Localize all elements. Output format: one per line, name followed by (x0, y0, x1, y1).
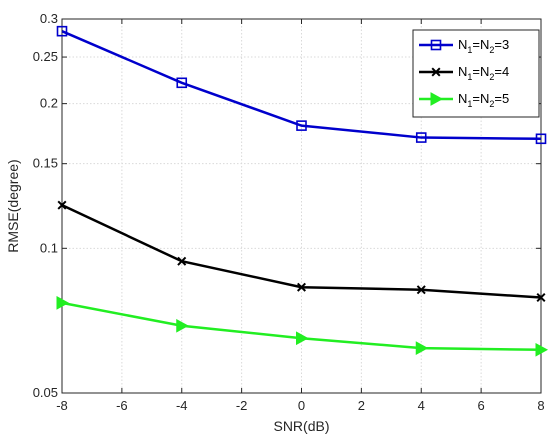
x-tick-label: -6 (116, 398, 128, 413)
legend-label: N1=N2=3 (458, 37, 509, 55)
x-tick-label: -8 (56, 398, 68, 413)
x-axis: -8 -6 -4 -2 0 2 4 6 8 (56, 19, 545, 413)
y-tick-label: 0.2 (40, 96, 58, 111)
data-point (176, 318, 189, 333)
data-point (296, 282, 307, 292)
data-point (57, 200, 67, 210)
data-point (296, 331, 309, 346)
y-axis: 0.05 0.1 0.15 0.2 0.25 0.3 (33, 11, 541, 400)
x-axis-label: SNR(dB) (273, 418, 329, 434)
data-point (535, 342, 549, 357)
legend-item: N1=N2=3 (419, 37, 509, 55)
legend: N1=N2=3 N1=N2=4 N1=N2=5 (412, 29, 540, 118)
data-point (177, 256, 187, 266)
data-point (536, 293, 546, 303)
x-tick-label: 6 (478, 398, 485, 413)
data-point (176, 77, 188, 89)
data-point (430, 92, 444, 106)
data-point (431, 67, 441, 77)
y-tick-label: 0.15 (33, 156, 58, 171)
y-tick-label: 0.3 (40, 11, 58, 26)
series-group (56, 25, 549, 357)
y-tick-label: 0.25 (33, 49, 58, 64)
data-point (415, 132, 427, 143)
legend-item: N1=N2=4 (419, 64, 509, 82)
series-1 (56, 25, 547, 145)
legend-item: N1=N2=5 (419, 91, 509, 109)
data-point (296, 120, 307, 131)
legend-label: N1=N2=4 (458, 64, 509, 82)
data-point (416, 285, 426, 295)
legend-label: N1=N2=5 (458, 91, 509, 109)
x-tick-label: 4 (418, 398, 425, 413)
data-point (535, 133, 547, 145)
data-point (56, 296, 70, 310)
y-tick-label: 0.1 (40, 240, 58, 255)
x-tick-label: 8 (537, 398, 544, 413)
series-3 (56, 296, 549, 357)
data-point (56, 25, 68, 37)
series-line (61, 30, 542, 141)
x-tick-label: -4 (176, 398, 188, 413)
y-axis-label: RMSE(degree) (5, 159, 21, 252)
x-tick-label: 2 (358, 398, 365, 413)
x-tick-label: 0 (298, 398, 305, 413)
x-tick-label: -2 (236, 398, 248, 413)
data-point (415, 341, 429, 355)
series-2 (57, 200, 546, 303)
data-point (430, 39, 442, 51)
y-tick-label: 0.05 (33, 385, 58, 400)
